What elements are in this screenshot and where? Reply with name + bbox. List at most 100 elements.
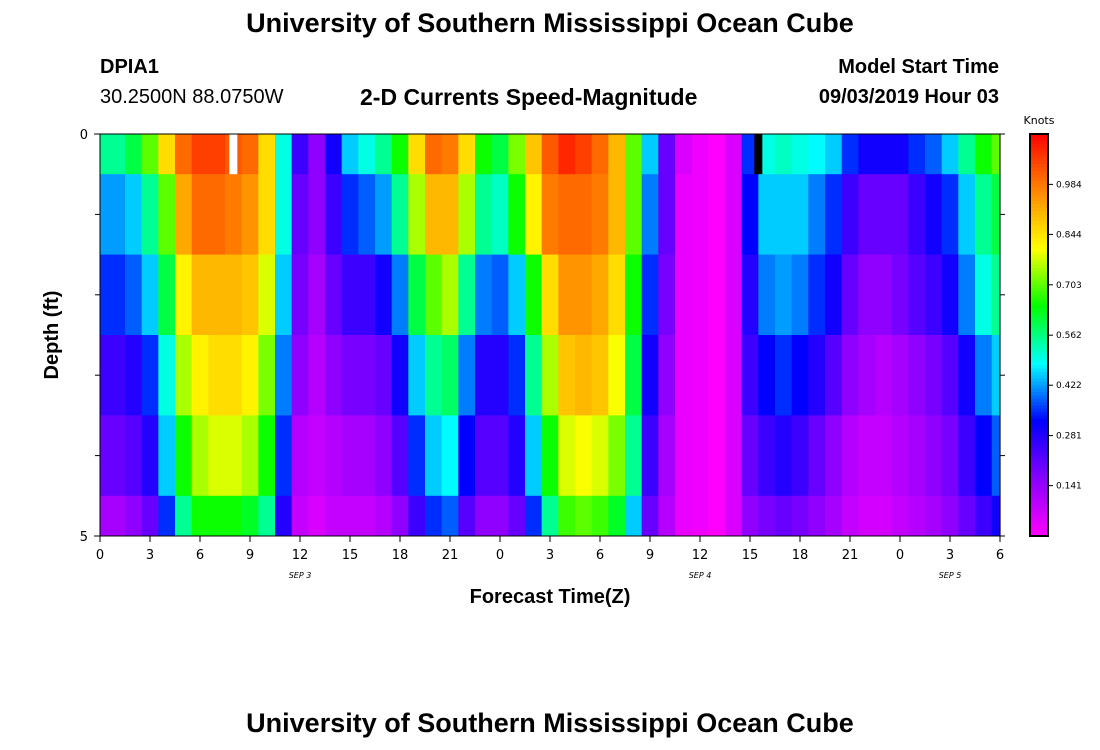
heatmap-cell [658, 415, 676, 497]
heatmap-cell [575, 174, 593, 255]
colorbar-segment [1030, 388, 1048, 393]
heatmap-cell [425, 254, 443, 336]
heatmap-cell [408, 335, 426, 416]
heatmap-cell [100, 134, 109, 175]
heatmap-cell [208, 335, 226, 416]
colorbar-segment [1030, 445, 1048, 450]
heatmap-cell [775, 415, 793, 497]
heatmap-cell [708, 254, 726, 336]
heatmap-cell [758, 174, 776, 255]
heatmap-cell [525, 174, 543, 255]
colorbar-segment [1030, 294, 1048, 299]
heatmap-cell [591, 335, 609, 416]
colorbar-tick-label: 0.562 [1056, 331, 1082, 341]
heatmap-cell [841, 415, 859, 497]
heatmap-cell [141, 495, 159, 537]
heatmap-cell [525, 415, 543, 497]
colorbar-segment [1030, 237, 1048, 242]
colorbar-segment [1030, 512, 1048, 517]
x-tick-label: 0 [896, 548, 904, 563]
heatmap-cell [625, 254, 643, 336]
heatmap-cell [891, 495, 909, 537]
heatmap-cell [558, 174, 576, 255]
colorbar-segment [1030, 264, 1048, 269]
heatmap-cell [258, 335, 276, 416]
colorbar-segment [1030, 217, 1048, 222]
heatmap-cell [758, 254, 776, 336]
heatmap-cell [791, 134, 809, 175]
heatmap-cell [541, 134, 559, 175]
heatmap-cell [541, 254, 559, 336]
colorbar-segment [1030, 190, 1048, 195]
heatmap-cell [708, 174, 726, 255]
heatmap-cell [541, 415, 559, 497]
heatmap-cell [358, 134, 376, 175]
heatmap-cell [125, 134, 143, 175]
colorbar-segment [1030, 499, 1048, 503]
colorbar-segment [1030, 391, 1048, 396]
colorbar-segment [1030, 241, 1048, 246]
heatmap-cell [458, 335, 476, 416]
x-tick-label: 21 [442, 548, 459, 563]
heatmap-cell [458, 495, 476, 537]
colorbar-segment [1030, 201, 1048, 205]
colorbar-segment [1030, 505, 1048, 510]
heatmap-cell [458, 174, 476, 255]
heatmap-cell [291, 254, 309, 336]
colorbar-segment [1030, 234, 1048, 239]
colorbar-segment [1030, 160, 1048, 165]
heatmap-cell [508, 495, 526, 537]
heatmap-cell [225, 254, 243, 336]
colorbar-segment [1030, 261, 1048, 266]
colorbar-segment [1030, 465, 1048, 470]
heatmap-cell [125, 495, 143, 537]
heatmap-cell [325, 415, 343, 497]
heatmap-cell [308, 495, 326, 537]
heatmap-cell [691, 415, 709, 497]
heatmap-cell [875, 254, 893, 336]
heatmap-cell [408, 254, 426, 336]
heatmap-cell [225, 174, 243, 255]
heatmap-cell [408, 134, 426, 175]
heatmap-cell [841, 495, 859, 537]
heatmap-cell [825, 174, 843, 255]
heatmap-cell [975, 495, 993, 537]
colorbar-segment [1030, 137, 1048, 142]
heatmap-cell [425, 335, 443, 416]
heatmap-cell [108, 134, 126, 175]
x-tick-label: 15 [342, 548, 359, 563]
x-tick-label: 9 [646, 548, 654, 563]
heatmap-cell [341, 495, 359, 537]
heatmap-cell [908, 134, 926, 175]
heatmap-cell [491, 415, 509, 497]
colorbar-segment [1030, 509, 1048, 514]
heatmap-cell [191, 174, 209, 255]
heatmap-cell [675, 254, 693, 336]
colorbar-segment [1030, 174, 1048, 179]
heatmap-cell [775, 495, 793, 537]
heatmap-cell [308, 415, 326, 497]
colorbar-segment [1030, 365, 1048, 369]
heatmap-cell [725, 254, 743, 336]
colorbar-segment [1030, 144, 1048, 148]
heatmap-cell [958, 134, 976, 175]
colorbar-segment [1030, 291, 1048, 296]
colorbar-segment [1030, 398, 1048, 403]
heatmap-cell [708, 134, 726, 175]
heatmap-cell [991, 254, 1001, 336]
colorbar-segment [1030, 371, 1048, 376]
x-tick-label: 9 [246, 548, 254, 563]
colorbar-segment [1030, 211, 1048, 215]
heatmap-cell [391, 254, 409, 336]
heatmap-cell [691, 174, 709, 255]
heatmap-cell [625, 134, 643, 175]
heatmap-cell [175, 415, 193, 497]
heatmap-cell [258, 134, 276, 175]
heatmap-cell [975, 415, 993, 497]
heatmap-cell [625, 495, 643, 537]
colorbar-segment [1030, 489, 1048, 493]
colorbar-segment [1030, 227, 1048, 232]
station-coords: 30.2500N 88.0750W [100, 86, 284, 108]
colorbar-segment [1030, 281, 1048, 286]
heatmap-cell [141, 415, 159, 497]
